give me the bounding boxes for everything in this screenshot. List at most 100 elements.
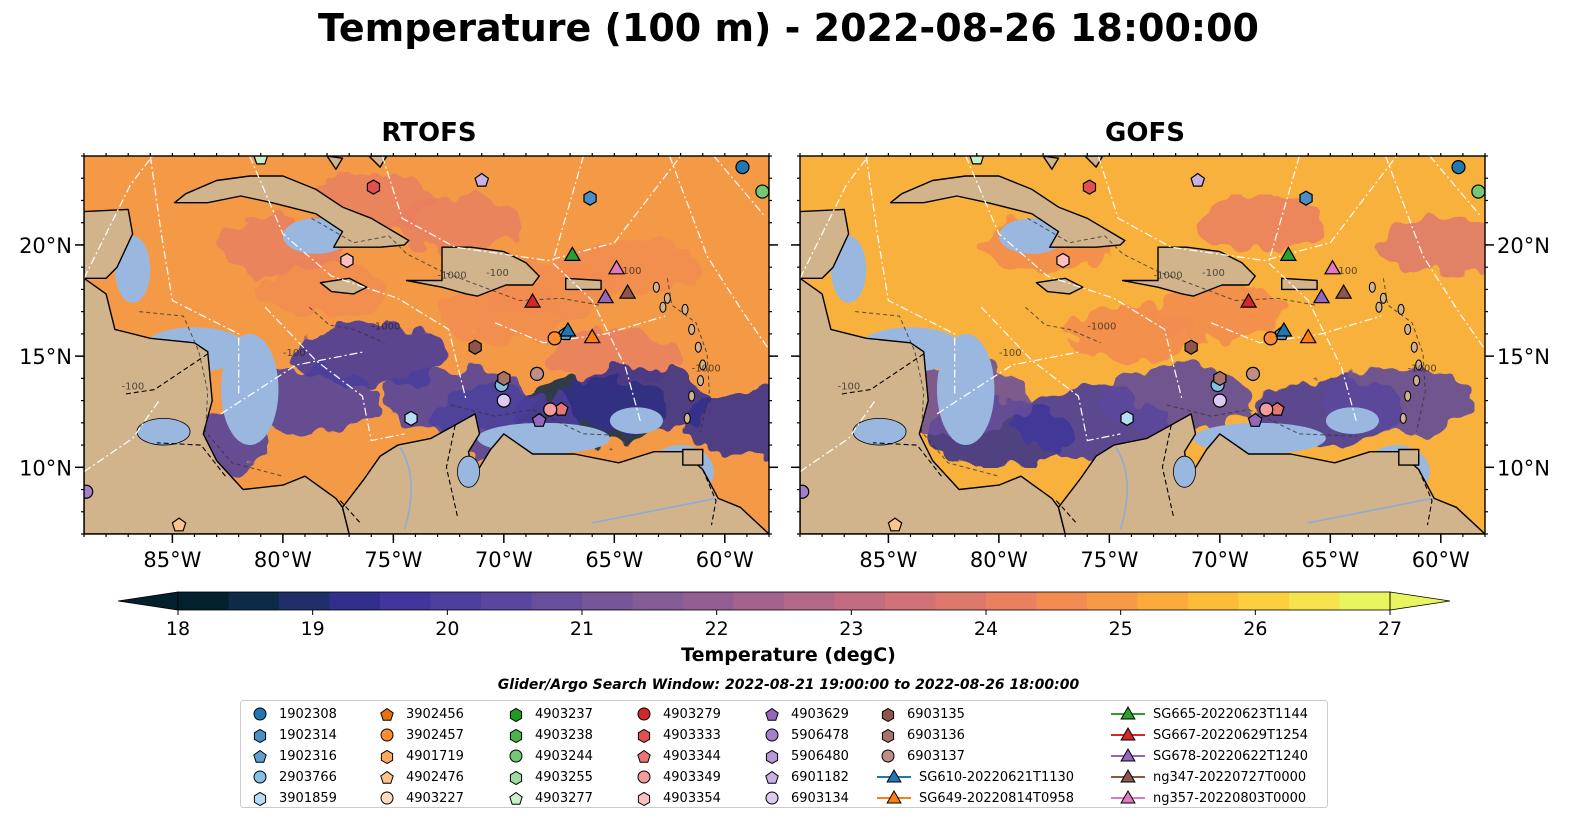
river [592, 497, 717, 524]
land-lesser-antilles-island [688, 323, 696, 335]
eez-boundary-line [865, 156, 956, 397]
country-border [702, 469, 717, 526]
y-tick-label: 20°N [1497, 234, 1550, 258]
argo-float-marker [1213, 370, 1227, 387]
legend-entry: 4903255 [505, 767, 593, 787]
argo-float-marker [1247, 412, 1263, 427]
legend-entry-label: 6903136 [907, 727, 965, 743]
x-tick-label: 60°W [1412, 548, 1470, 572]
legend-marker-swatch [380, 707, 394, 721]
legend-entry-label: 2903766 [279, 769, 337, 785]
legend-entry-label: 5906478 [791, 727, 849, 743]
argo-float-marker [735, 160, 750, 175]
land-yucatan [800, 208, 850, 279]
legend-marker-swatch [1111, 705, 1145, 720]
argo-float-marker [969, 156, 985, 165]
legend-entry: 6903135 [877, 704, 965, 724]
legend-marker-swatch [881, 749, 895, 763]
land-bahamas-b [368, 156, 388, 168]
bathymetry-contour [311, 217, 599, 306]
legend-entry-label: 4903238 [535, 727, 593, 743]
colorbar-tick-label: 26 [1243, 618, 1267, 640]
legend-entry-label: 6903135 [907, 706, 965, 722]
bathymetry-contour [666, 278, 710, 432]
land-lesser-antilles-island [697, 375, 704, 387]
land-bahamas-a [326, 156, 344, 170]
legend-marker-swatch [877, 768, 911, 783]
contour-label: -100 [1335, 266, 1358, 277]
legend-marker-swatch [765, 749, 779, 765]
legend-marker-swatch [765, 728, 779, 742]
lake [136, 417, 191, 446]
legend-marker-swatch [637, 791, 651, 807]
argo-float-marker [1263, 331, 1278, 346]
map-frame [799, 155, 1486, 535]
x-tick-label: 65°W [1301, 548, 1359, 572]
argo-float-marker [340, 252, 354, 269]
bathymetry-contour [1027, 217, 1315, 306]
argo-float-marker [468, 339, 482, 355]
argo-float-marker [404, 410, 418, 427]
eez-boundary-line [965, 156, 1183, 401]
eez-boundary-line [1097, 156, 1398, 262]
legend-marker-swatch [509, 728, 523, 744]
legend-entry-label: SG610-20220621T1130 [919, 769, 1075, 785]
legend-entry-label: 4903255 [535, 769, 593, 785]
legend-entry: 3902457 [376, 725, 464, 745]
shallow-shelf [937, 333, 995, 446]
argo-float-marker [1299, 190, 1313, 206]
temperature-warm-anomaly [571, 239, 702, 296]
legend-marker-swatch [380, 728, 394, 742]
legend-entry: 4903629 [761, 704, 849, 724]
legend-marker-swatch [637, 749, 651, 763]
lake [1173, 455, 1196, 488]
legend-entry-label: SG678-20220622T1240 [1153, 748, 1309, 764]
argo-float-marker [531, 412, 547, 427]
colorbar-tick-label: 22 [705, 618, 729, 640]
land-lesser-antilles-island [699, 359, 707, 371]
search-window-caption: Glider/Argo Search Window: 2022-08-21 19… [497, 677, 1080, 693]
colorbar-segment [531, 592, 583, 610]
argo-float-marker [547, 331, 562, 346]
argo-float-marker [529, 366, 545, 382]
land-cuba [889, 175, 1126, 248]
contour-label: -100 [999, 348, 1022, 359]
x-tick-label: 80°W [970, 548, 1028, 572]
eez-boundary-line [551, 156, 642, 423]
legend-entry-label: 3902457 [406, 727, 464, 743]
legend-marker-swatch [509, 707, 523, 723]
legend-entry: 4903354 [633, 788, 721, 808]
country-border [872, 442, 942, 477]
legend-marker-swatch [380, 770, 394, 784]
argo-float-marker [496, 393, 511, 408]
argo-float-marker [583, 190, 597, 206]
eez-boundary-line [980, 306, 1121, 442]
legend-entry-label: 4903237 [535, 706, 593, 722]
colorbar-segment [279, 592, 331, 610]
land-lesser-antilles-island [652, 281, 660, 293]
colorbar: 18 19 20 21 22 23 24 25 26 27 [117, 591, 1451, 640]
legend-entry: 1902316 [249, 746, 337, 766]
gofs-panel-title: GOFS [1105, 118, 1185, 148]
land-bahamas-b [1084, 156, 1104, 168]
legend-entry-label: 4903279 [663, 706, 721, 722]
colorbar-tick-label: 21 [570, 618, 594, 640]
colorbar-extend-max [1389, 591, 1451, 611]
eez-boundary-line [1385, 156, 1485, 350]
legend-entry-label: 1902308 [279, 706, 337, 722]
contour-label: -1000 [692, 364, 721, 375]
glider-marker [559, 321, 577, 337]
colorbar-segment [1137, 592, 1189, 610]
argo-float-marker [628, 101, 641, 114]
argo-float-marker [858, 69, 871, 82]
legend-entry-label: SG667-20220629T1254 [1153, 727, 1309, 743]
legend-marker-swatch [509, 749, 523, 763]
shallow-shelf [998, 218, 1066, 254]
contour-label: -100 [1202, 268, 1225, 279]
legend-entry: ng357-20220803T0000 [1111, 788, 1306, 808]
land-south-america [1057, 413, 1485, 534]
eez-boundary-line [264, 306, 405, 442]
bathymetry-contour [450, 404, 641, 437]
glider-marker [618, 283, 637, 299]
